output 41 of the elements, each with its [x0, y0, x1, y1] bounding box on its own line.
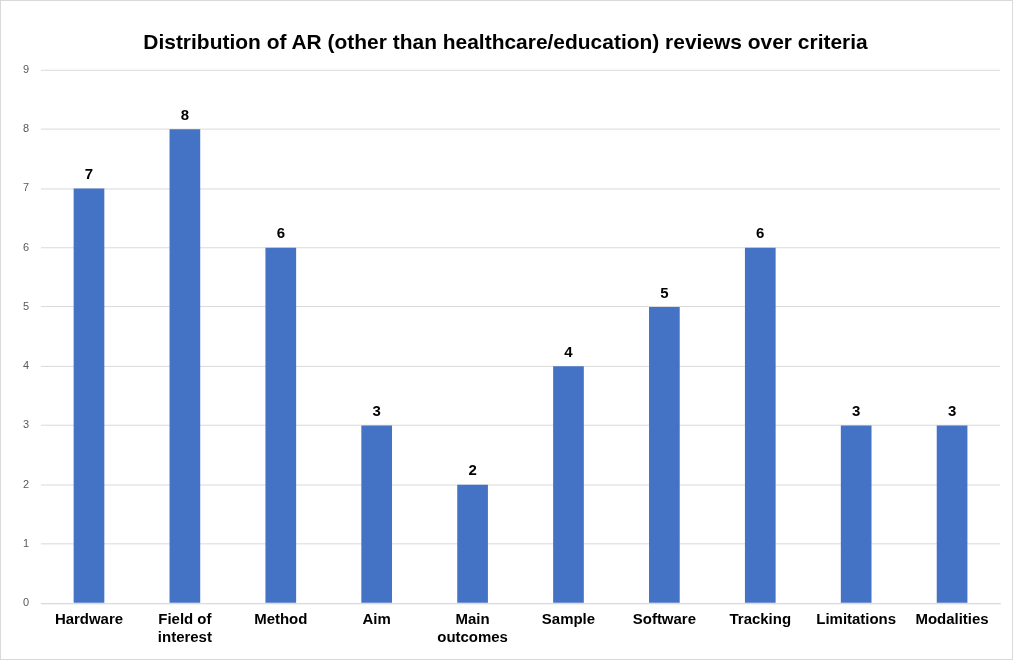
y-tick-label: 1 [22, 536, 30, 549]
x-tick-label: Method [254, 610, 308, 628]
data-label: 3 [947, 402, 957, 420]
x-tick-label: Limitations [816, 610, 897, 628]
data-label: 3 [852, 402, 861, 420]
y-tick-label: 9 [22, 63, 30, 76]
data-label: 2 [468, 461, 477, 479]
bar [744, 247, 776, 603]
data-label: 7 [84, 165, 94, 183]
bar [553, 366, 584, 603]
bar [265, 247, 297, 603]
bar [361, 425, 393, 603]
y-tick-label: 3 [22, 418, 30, 431]
x-tick-label: Sample [541, 610, 596, 628]
x-tick-label: Tracking [729, 610, 792, 628]
y-tick-label: 0 [22, 596, 30, 609]
x-tick-label: Field of interest [157, 610, 213, 646]
x-tick-label: Aim [362, 610, 391, 628]
y-tick-label: 7 [22, 181, 30, 194]
bar [936, 425, 968, 603]
bar [649, 306, 680, 603]
data-label: 3 [372, 402, 381, 420]
y-tick-label: 8 [22, 122, 30, 135]
data-label: 5 [660, 283, 669, 301]
y-tick-label: 6 [22, 240, 30, 253]
y-tick-label: 5 [22, 299, 30, 312]
x-tick-label: Modalities [915, 610, 989, 628]
data-label: 6 [276, 224, 285, 242]
y-tick-label: 4 [22, 359, 30, 372]
y-tick-label: 2 [22, 477, 30, 490]
bar [457, 484, 488, 603]
x-tick-label: Software [632, 610, 696, 628]
data-label: 6 [756, 224, 765, 242]
chart-title: Distribution of AR (other than healthcare/education) reviews over criteria [143, 30, 869, 54]
x-tick-label: Hardware [54, 610, 124, 628]
data-label: 8 [180, 105, 190, 123]
bar [73, 188, 105, 603]
x-tick-label: Main outcomes [437, 610, 508, 646]
bar [840, 425, 872, 603]
data-label: 4 [564, 342, 574, 360]
bar [169, 129, 201, 603]
